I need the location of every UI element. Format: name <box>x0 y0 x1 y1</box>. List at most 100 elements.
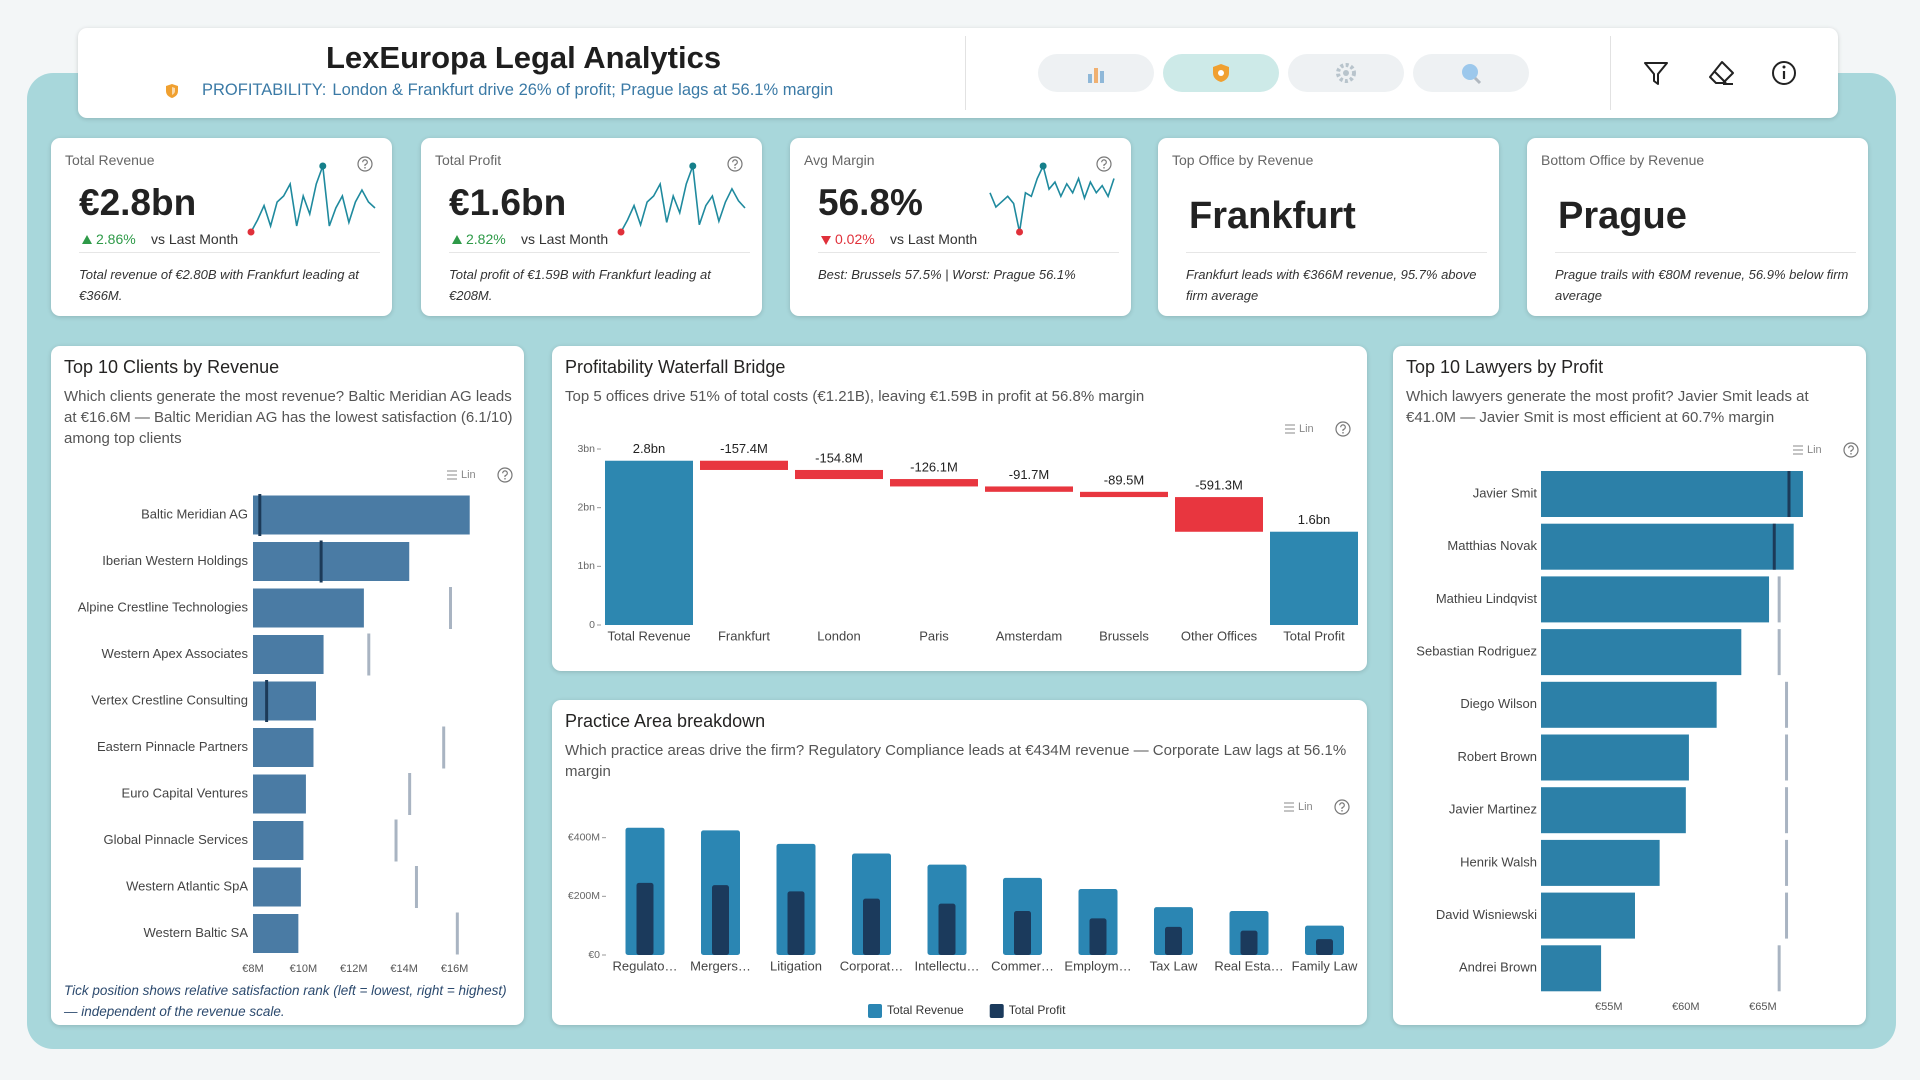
clear-button[interactable] <box>1706 58 1736 88</box>
kpi-card: Total Revenue €2.8bn 2.86% vs Last Month Tot… <box>51 138 392 316</box>
kpi-description: Best: Brussels 57.5% | Worst: Prague 56.… <box>818 267 1076 282</box>
bar <box>253 635 324 674</box>
help-icon[interactable] <box>1334 799 1350 815</box>
waterfall-bar <box>1270 531 1358 625</box>
chart-subtitle: Which practice areas drive the firm? Reg… <box>565 742 1347 780</box>
help-icon[interactable] <box>1096 156 1112 172</box>
help-circle <box>1843 442 1859 458</box>
x-tick-label: Total Profit <box>1283 628 1345 643</box>
tab-profitability[interactable] <box>1163 54 1279 92</box>
bar <box>1541 839 1660 886</box>
help-icon[interactable] <box>1843 442 1859 458</box>
x-tick-label: €10M <box>290 963 318 975</box>
y-tick-label: Javier Smit <box>1473 485 1538 500</box>
kpi-comparison: vs Last Month <box>521 231 609 247</box>
y-tick-label: Alpine Crestline Technologies <box>78 599 249 614</box>
x-tick-label: Regulato… <box>612 958 677 973</box>
chart-title: Practice Area breakdown <box>565 711 766 731</box>
x-tick-label: Real Esta… <box>1214 958 1283 973</box>
help-dot <box>1103 167 1105 169</box>
bar <box>1541 576 1770 623</box>
kpi-description: Frankfurt leads with €366M revenue, 95.7… <box>1186 267 1477 303</box>
value-label: -591.3M <box>1195 478 1243 493</box>
kpi-card: Total Profit €1.6bn 2.82% vs Last Month Tota… <box>421 138 762 316</box>
filter-button[interactable] <box>1641 58 1671 88</box>
sparkline <box>617 162 746 236</box>
y-tick-label: David Wisniewski <box>1436 907 1537 922</box>
y-tick-label: Baltic Meridian AG <box>141 506 248 521</box>
legend-swatch <box>989 1004 1004 1018</box>
help-icon[interactable] <box>357 156 373 172</box>
x-tick-label: London <box>817 628 860 643</box>
help-dot <box>1342 432 1344 434</box>
tab-operations[interactable] <box>1288 54 1404 92</box>
help-icon[interactable] <box>1335 421 1351 437</box>
x-tick-label: €12M <box>340 963 368 975</box>
chart-title: Profitability Waterfall Bridge <box>565 357 786 377</box>
tab-overview[interactable] <box>1038 54 1154 92</box>
help-glyph <box>1339 802 1345 809</box>
x-tick-label: €60M <box>1672 1001 1700 1013</box>
kpi-description: Total profit of €1.59B with Frankfurt le… <box>449 267 711 303</box>
dashboard-title: LexEuropa Legal Analytics <box>326 40 722 75</box>
help-dot <box>1341 810 1343 812</box>
kpi-value: €2.8bn <box>79 182 197 223</box>
bar <box>1014 911 1031 955</box>
waterfall-bar <box>1080 491 1168 498</box>
chart-card: Lin Baltic Meridian AG Iberian Western Hol… <box>51 346 524 1025</box>
bar <box>1541 629 1742 676</box>
delta-arrow <box>452 235 462 244</box>
kpi-label: Top Office by Revenue <box>1172 152 1314 168</box>
kpi-description: Total revenue of €2.80B with Frankfurt l… <box>79 267 359 303</box>
bar <box>253 728 314 767</box>
kpi-divider <box>818 252 1119 253</box>
help-icon-box <box>357 156 373 172</box>
subtitle-text: London & Frankfurt drive 26% of profit; … <box>332 81 834 99</box>
chart-card: Lin €0 €200M €400M Regulato… Mergers… Litigati… <box>552 700 1367 1025</box>
info-button[interactable] <box>1769 58 1799 88</box>
value-label: -157.4M <box>720 441 768 456</box>
bar <box>1541 681 1717 728</box>
chart-subtitle: Which lawyers generate the most profit? … <box>1406 388 1809 426</box>
x-tick-label: Paris <box>919 628 949 643</box>
y-tick-label: Vertex Crestline Consulting <box>91 692 248 707</box>
kpi-label: Total Revenue <box>65 152 155 168</box>
y-tick-label: Robert Brown <box>1458 749 1537 764</box>
x-tick-label: €14M <box>390 963 418 975</box>
x-tick-label: Employm… <box>1064 958 1131 973</box>
header-subtitle: PROFITABILITY: London & Frankfurt drive 2… <box>202 81 839 100</box>
bar <box>1541 471 1803 517</box>
y-tick-label: €0 <box>588 949 600 961</box>
tab-icon <box>1336 63 1356 83</box>
scale-toggle: Lin <box>1298 801 1313 813</box>
tab-explore[interactable] <box>1413 54 1529 92</box>
x-tick-label: €55M <box>1595 1001 1623 1013</box>
kpi-label: Avg Margin <box>804 152 875 168</box>
bar <box>712 885 729 955</box>
shield-icon <box>166 84 178 98</box>
x-tick-label: Mergers… <box>690 958 751 973</box>
x-tick-label: Intellectu… <box>914 958 979 973</box>
y-tick-label: Matthias Novak <box>1447 538 1537 553</box>
bar <box>253 588 364 628</box>
x-tick-label: €8M <box>242 963 263 975</box>
scale-toggle: Lin <box>1807 444 1822 456</box>
y-tick-label: 2bn <box>577 501 595 513</box>
kpi-value: €1.6bn <box>449 182 567 223</box>
sparkline-line <box>989 163 1115 233</box>
x-tick-label: Total Revenue <box>607 628 690 643</box>
y-tick-label: Western Baltic SA <box>143 925 248 940</box>
waterfall-bar <box>700 460 788 470</box>
x-tick-label: Brussels <box>1099 628 1149 643</box>
header: LexEuropa Legal Analytics PROFITABILITY:… <box>78 28 1838 118</box>
help-icon[interactable] <box>727 156 743 172</box>
delta-arrow <box>821 236 831 245</box>
help-icon[interactable] <box>497 467 513 483</box>
bar <box>1541 892 1635 939</box>
y-tick-label: Eastern Pinnacle Partners <box>97 739 249 754</box>
kpi-comparison: vs Last Month <box>151 231 239 247</box>
value-label: -91.7M <box>1009 467 1049 482</box>
help-glyph <box>732 159 738 166</box>
